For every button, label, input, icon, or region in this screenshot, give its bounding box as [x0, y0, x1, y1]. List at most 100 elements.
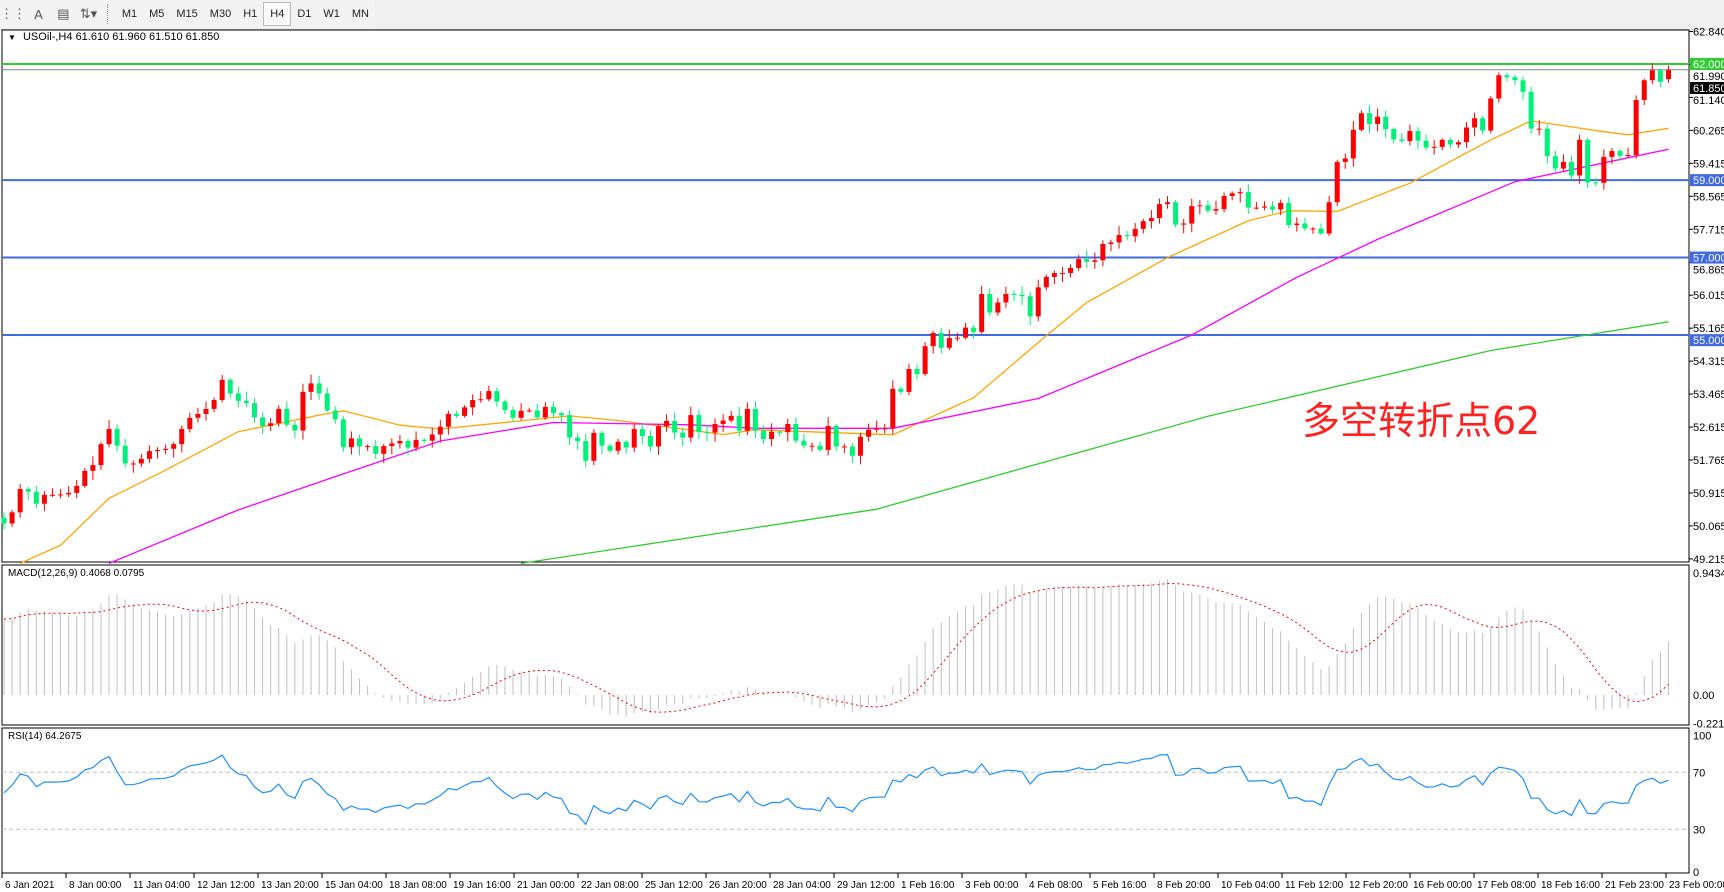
candle — [833, 424, 839, 452]
candle — [348, 431, 354, 455]
candle — [1447, 137, 1453, 149]
candle-body — [987, 293, 993, 313]
candle-body — [405, 441, 411, 448]
annotation-text: 多空转折点62 — [1302, 399, 1541, 443]
candle-body — [898, 388, 904, 392]
candle-body — [583, 441, 589, 461]
timeframe-m30[interactable]: M30 — [209, 8, 232, 20]
candle — [542, 402, 548, 420]
candle — [66, 486, 72, 498]
candle-body — [761, 430, 767, 440]
candle — [1237, 187, 1243, 203]
timeframe-h4[interactable]: H4 — [263, 2, 292, 26]
candle-body — [332, 410, 338, 420]
candle-body — [1334, 161, 1340, 203]
candle — [1617, 148, 1623, 161]
candle — [1342, 153, 1348, 169]
y-tick-label: 55.165 — [1693, 323, 1724, 335]
candle — [1294, 217, 1300, 232]
candle-body — [146, 451, 152, 459]
candle-body — [777, 431, 783, 433]
x-tick-label: 11 Jan 04:00 — [133, 880, 191, 891]
candle-body — [1076, 259, 1082, 269]
candle-body — [971, 327, 977, 332]
candle — [1657, 68, 1663, 88]
candle-body — [874, 428, 880, 430]
candle — [922, 342, 928, 376]
timeframe-m15[interactable]: M15 — [176, 8, 198, 20]
candle-body — [41, 494, 47, 504]
y-tick-label: 54.315 — [1693, 356, 1724, 368]
candle-body — [17, 489, 23, 513]
candle-body — [25, 489, 31, 492]
y-tick-label: 57.715 — [1693, 224, 1724, 236]
x-tick-label: 12 Feb 20:00 — [1349, 880, 1408, 891]
text-label-icon[interactable]: ▤ — [57, 6, 70, 21]
timeframe-d1[interactable]: D1 — [297, 8, 312, 20]
candle — [769, 423, 775, 447]
candle — [1633, 95, 1639, 159]
text-icon[interactable]: A — [34, 6, 43, 22]
candle — [583, 433, 589, 468]
candle-body — [1528, 91, 1534, 129]
candle — [1391, 127, 1397, 144]
candle-body — [1488, 98, 1494, 131]
candle — [1488, 96, 1494, 134]
candle — [138, 453, 144, 467]
candle-body — [647, 436, 653, 447]
candle — [1245, 184, 1251, 214]
candle-body — [66, 492, 72, 495]
candle-body — [1035, 287, 1041, 317]
x-tick-label: 25 Jan 12:00 — [645, 880, 703, 891]
candle-body — [1003, 293, 1009, 303]
candle — [1116, 226, 1122, 249]
candle-body — [1657, 70, 1663, 82]
candle — [1544, 124, 1550, 164]
timeframe-mn[interactable]: MN — [351, 8, 369, 20]
candle-body — [1326, 202, 1332, 234]
candle-body — [809, 445, 815, 447]
candle — [429, 427, 435, 448]
candle — [462, 405, 468, 418]
candle-body — [696, 415, 702, 433]
candle-body — [857, 436, 863, 456]
candle-body — [559, 413, 565, 416]
grid-icon[interactable]: ⋮⋮ — [0, 6, 26, 21]
candle-body — [1173, 202, 1179, 225]
x-tick-label: 3 Feb 00:00 — [965, 880, 1019, 891]
candle-body — [1358, 113, 1364, 130]
candle — [655, 423, 661, 455]
candle — [316, 376, 322, 400]
rsi-panel — [1, 727, 1690, 874]
timeframe-m5[interactable]: M5 — [149, 8, 165, 20]
candle — [777, 429, 783, 437]
candle-body — [1463, 127, 1469, 143]
dropdown-triangle-icon[interactable]: ▼ — [8, 33, 16, 42]
candle-body — [90, 465, 96, 471]
candle — [203, 401, 209, 421]
candle — [1197, 200, 1203, 215]
candle-body — [591, 432, 597, 461]
candle — [1423, 134, 1429, 151]
candle-body — [203, 408, 209, 414]
candle — [33, 485, 39, 509]
timeframe-h1[interactable]: H1 — [243, 8, 258, 20]
candle — [688, 406, 694, 443]
arrows-icon[interactable]: ⇅▾ — [79, 6, 98, 21]
macd-tick-label: 0.00 — [1693, 690, 1714, 702]
candle — [470, 394, 476, 416]
candle — [1649, 63, 1655, 85]
candle-body — [429, 434, 435, 441]
candle — [518, 403, 524, 421]
candle-body — [1197, 205, 1203, 207]
candle — [1019, 286, 1025, 306]
candle — [1625, 147, 1631, 158]
candle-body — [163, 448, 169, 450]
timeframe-w1[interactable]: W1 — [323, 8, 340, 20]
candle — [1229, 191, 1235, 201]
timeframe-m1[interactable]: M1 — [121, 8, 138, 20]
macd-label: MACD(12,26,9) 0.4068 0.0795 — [8, 568, 145, 579]
level-price-label: 57.000 — [1693, 253, 1724, 265]
macd-tick-label: 0.9434 — [1693, 568, 1724, 580]
